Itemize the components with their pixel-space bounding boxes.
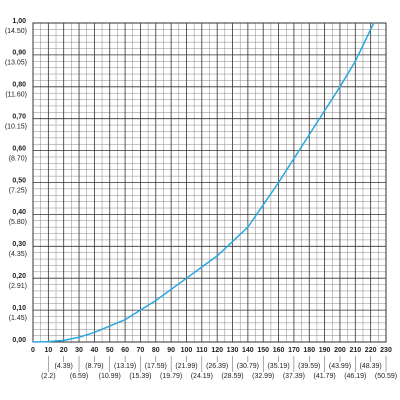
x-tick-label: 230 (380, 347, 392, 354)
y-secondary-label: (1.45) (9, 315, 27, 322)
x-tick-label: 140 (242, 347, 254, 354)
x-tick-label: 50 (106, 347, 114, 354)
x-secondary-label: (15.39) (129, 373, 151, 380)
plot-frame (32, 22, 387, 343)
x-tick-label: 20 (60, 347, 68, 354)
x-tick-label: 10 (44, 347, 52, 354)
x-secondary-label: (8.79) (85, 363, 103, 370)
y-secondary-label: (11.60) (5, 92, 27, 99)
x-secondary-label: (24.19) (191, 373, 213, 380)
x-tick-label: 70 (137, 347, 145, 354)
y-secondary-label: (4.35) (9, 251, 27, 258)
y-tick-label: 0,70 (12, 114, 26, 121)
x-tick-label: 150 (257, 347, 269, 354)
x-tick-label: 210 (349, 347, 361, 354)
x-tick-label: 160 (273, 347, 285, 354)
y-secondary-label: (8.70) (9, 155, 27, 162)
x-secondary-label: (41.79) (314, 373, 336, 380)
x-secondary-label: (35.19) (267, 363, 289, 370)
y-secondary-label: (13.05) (5, 60, 27, 67)
x-secondary-label: (32.99) (252, 373, 274, 380)
y-tick-label: 0,00 (12, 337, 26, 344)
x-secondary-label: (37.39) (283, 373, 305, 380)
y-tick-label: 0,90 (12, 50, 26, 57)
y-tick-label: 0,50 (12, 177, 26, 184)
x-secondary-label: (13.19) (114, 363, 136, 370)
curve (32, 22, 375, 343)
x-tick-label: 120 (211, 347, 223, 354)
x-tick-label: 170 (288, 347, 300, 354)
x-tick-label: 0 (31, 347, 35, 354)
y-tick-label: 0,20 (12, 273, 26, 280)
y-tick-label: 0,80 (12, 82, 26, 89)
y-tick-label: 0,60 (12, 145, 26, 152)
x-tick-label: 130 (227, 347, 239, 354)
x-secondary-label: (21.99) (175, 363, 197, 370)
x-secondary-label: (17.59) (145, 363, 167, 370)
x-secondary-label: (43.99) (329, 363, 351, 370)
y-secondary-label: (10.15) (5, 124, 27, 131)
x-secondary-label: (4.39) (55, 363, 73, 370)
y-tick-label: 0,30 (12, 241, 26, 248)
x-secondary-label: (50.59) (375, 373, 397, 380)
x-tick-label: 220 (365, 347, 377, 354)
x-secondary-label: (19.79) (160, 373, 182, 380)
x-tick-label: 90 (167, 347, 175, 354)
x-secondary-label: (39.59) (298, 363, 320, 370)
y-tick-label: 0,10 (12, 305, 26, 312)
x-secondary-label: (28.59) (221, 373, 243, 380)
x-tick-label: 190 (319, 347, 331, 354)
y-secondary-label: (14.50) (5, 28, 27, 35)
x-tick-label: 100 (181, 347, 193, 354)
x-secondary-label: (26.39) (206, 363, 228, 370)
x-tick-label: 200 (334, 347, 346, 354)
x-tick-label: 80 (152, 347, 160, 354)
x-secondary-label: (10.99) (99, 373, 121, 380)
y-secondary-label: (7.25) (9, 187, 27, 194)
x-tick-label: 30 (75, 347, 83, 354)
x-tick-label: 40 (90, 347, 98, 354)
x-secondary-label: (2.2) (41, 373, 55, 380)
x-tick-label: 180 (303, 347, 315, 354)
x-secondary-label: (6.59) (70, 373, 88, 380)
x-tick-label: 110 (196, 347, 207, 354)
x-tick-label: 60 (121, 347, 129, 354)
x-secondary-label: (46.19) (344, 373, 366, 380)
x-secondary-label: (30.79) (237, 363, 259, 370)
y-secondary-label: (2.91) (9, 283, 27, 290)
y-secondary-label: (5.80) (9, 219, 27, 226)
y-tick-label: 1,00 (12, 18, 26, 25)
x-secondary-label: (48.39) (360, 363, 382, 370)
y-tick-label: 0,40 (12, 209, 26, 216)
